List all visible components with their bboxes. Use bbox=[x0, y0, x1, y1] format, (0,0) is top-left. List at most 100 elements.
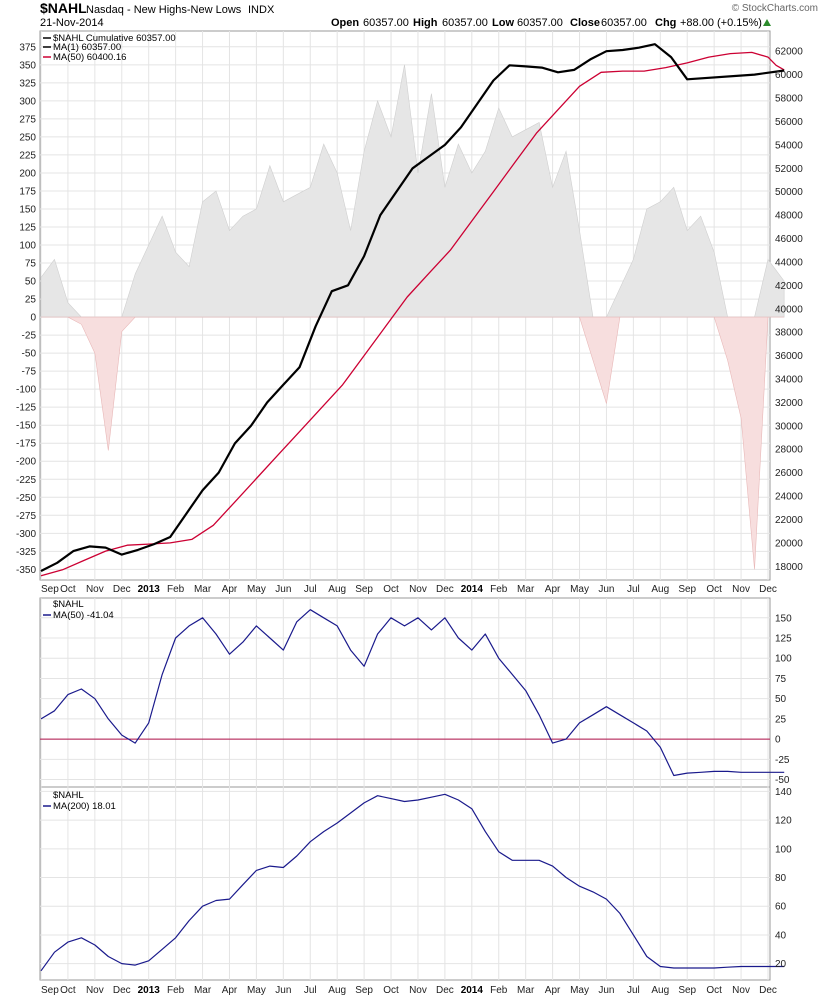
left-axis-tick-label: -25 bbox=[22, 331, 37, 342]
right-axis-tick-label: 32000 bbox=[775, 398, 803, 409]
left-axis-tick-label: -250 bbox=[16, 493, 36, 504]
x-axis-month-label: Aug bbox=[651, 985, 669, 996]
left-axis-tick-label: 275 bbox=[19, 114, 36, 125]
x-axis-month-label: Jul bbox=[627, 985, 640, 996]
x-axis-month-label: Aug bbox=[328, 985, 346, 996]
ma50-line bbox=[40, 51, 785, 577]
right-axis-tick-label: 46000 bbox=[775, 234, 803, 245]
left-axis-tick-label: -100 bbox=[16, 385, 36, 396]
x-axis-month-label: Feb bbox=[490, 584, 508, 595]
legend-bottom-symbol: $NAHL bbox=[53, 790, 84, 801]
line-series bbox=[40, 43, 785, 972]
x-axis-month-label: Sep bbox=[41, 985, 59, 996]
legend-cumulative: $NAHL Cumulative 60357.00 bbox=[53, 33, 176, 44]
left-axis-tick-label: 150 bbox=[19, 204, 36, 215]
chg-value: +88.00 (+0.15%) bbox=[680, 17, 762, 29]
bottom-axis-tick-label: 40 bbox=[775, 930, 787, 941]
right-axis-tick-label: 60000 bbox=[775, 70, 803, 81]
bottom-axis-tick-label: 100 bbox=[775, 844, 792, 855]
x-axis-month-label: Oct bbox=[706, 584, 722, 595]
x-axis-month-label: Nov bbox=[409, 985, 427, 996]
left-axis-tick-label: -300 bbox=[16, 529, 36, 540]
nahl-negative-area bbox=[41, 316, 785, 570]
left-axis-tick-label: -175 bbox=[16, 439, 36, 450]
left-axis-tick-label: -50 bbox=[22, 349, 37, 360]
x-axis-month-label: Sep bbox=[678, 985, 696, 996]
left-axis-tick-label: -150 bbox=[16, 421, 36, 432]
middle-axis-tick-label: 25 bbox=[775, 714, 787, 725]
left-axis-tick-label: 325 bbox=[19, 78, 36, 89]
high-label: High bbox=[413, 17, 438, 29]
right-axis-tick-label: 56000 bbox=[775, 117, 803, 128]
left-axis-tick-label: -325 bbox=[16, 547, 36, 558]
right-axis-tick-label: 52000 bbox=[775, 164, 803, 175]
right-axis-tick-label: 42000 bbox=[775, 281, 803, 292]
x-axis-month-label: Oct bbox=[60, 985, 76, 996]
middle-axis-tick-label: 0 bbox=[775, 735, 781, 746]
middle-axis-tick-label: 125 bbox=[775, 634, 792, 645]
high-value: 60357.00 bbox=[442, 17, 488, 29]
brand-watermark: © StockCharts.com bbox=[732, 3, 818, 14]
x-axis-month-label: 2014 bbox=[461, 584, 484, 595]
right-axis-tick-label: 36000 bbox=[775, 351, 803, 362]
x-axis-month-label: Nov bbox=[732, 985, 750, 996]
x-axis-month-label: Dec bbox=[759, 584, 777, 595]
middle-axis-tick-label: 100 bbox=[775, 654, 792, 665]
x-axis-month-label: Oct bbox=[60, 584, 76, 595]
x-axis-month-label: May bbox=[570, 985, 589, 996]
right-axis-tick-label: 22000 bbox=[775, 515, 803, 526]
left-axis-tick-label: 125 bbox=[19, 222, 36, 233]
right-axis-tick-label: 26000 bbox=[775, 468, 803, 479]
x-axis-month-label: Nov bbox=[86, 584, 104, 595]
right-axis-tick-label: 44000 bbox=[775, 257, 803, 268]
x-axis-month-label: Apr bbox=[545, 985, 561, 996]
x-axis-month-label: Oct bbox=[706, 985, 722, 996]
grid-lines bbox=[40, 31, 770, 980]
x-axis-month-label: Jun bbox=[598, 985, 614, 996]
left-axis-tick-label: -200 bbox=[16, 457, 36, 468]
right-axis-tick-label: 34000 bbox=[775, 374, 803, 385]
axis-labels: 3753503253002752502252001751501251007550… bbox=[16, 42, 803, 996]
x-axis-month-label: Nov bbox=[732, 584, 750, 595]
left-axis-tick-label: 50 bbox=[25, 277, 37, 288]
right-axis-tick-label: 54000 bbox=[775, 140, 803, 151]
x-axis-month-label: Jul bbox=[304, 584, 317, 595]
left-axis-tick-label: -225 bbox=[16, 475, 36, 486]
left-axis-tick-label: 300 bbox=[19, 96, 36, 107]
chg-label: Chg bbox=[655, 17, 676, 29]
right-axis-tick-label: 30000 bbox=[775, 421, 803, 432]
x-axis-month-label: Dec bbox=[436, 985, 454, 996]
right-axis-tick-label: 28000 bbox=[775, 445, 803, 456]
legend-ma50: MA(50) 60400.16 bbox=[53, 52, 126, 63]
x-axis-month-label: Mar bbox=[517, 584, 535, 595]
middle-axis-tick-label: -25 bbox=[775, 755, 790, 766]
x-axis-month-label: Jun bbox=[598, 584, 614, 595]
right-axis-tick-label: 48000 bbox=[775, 211, 803, 222]
x-axis-month-label: 2013 bbox=[138, 985, 161, 996]
x-axis-month-label: Aug bbox=[328, 584, 346, 595]
cumulative-line bbox=[40, 43, 785, 572]
chart-type: INDX bbox=[248, 4, 275, 16]
ma50-oscillator-line bbox=[40, 609, 785, 777]
x-axis-month-label: Mar bbox=[194, 584, 212, 595]
x-axis-month-label: Mar bbox=[517, 985, 535, 996]
left-axis-tick-label: 375 bbox=[19, 42, 36, 53]
left-axis-tick-label: 200 bbox=[19, 168, 36, 179]
chart-symbol: $NAHL bbox=[40, 0, 87, 16]
middle-axis-tick-label: -50 bbox=[775, 775, 790, 786]
up-arrow-icon bbox=[763, 19, 771, 26]
x-axis-month-label: Feb bbox=[167, 584, 185, 595]
x-axis-month-label: Nov bbox=[409, 584, 427, 595]
left-axis-tick-label: -125 bbox=[16, 403, 36, 414]
legend-middle-symbol: $NAHL bbox=[53, 599, 84, 610]
x-axis-month-label: 2013 bbox=[138, 584, 161, 595]
x-axis-month-label: Sep bbox=[678, 584, 696, 595]
x-axis-month-label: Sep bbox=[355, 584, 373, 595]
bottom-axis-tick-label: 80 bbox=[775, 873, 787, 884]
x-axis-month-label: Jul bbox=[627, 584, 640, 595]
x-axis-month-label: May bbox=[247, 584, 266, 595]
x-axis-month-label: Oct bbox=[383, 584, 399, 595]
middle-axis-tick-label: 150 bbox=[775, 613, 792, 624]
close-value: 60357.00 bbox=[601, 17, 647, 29]
